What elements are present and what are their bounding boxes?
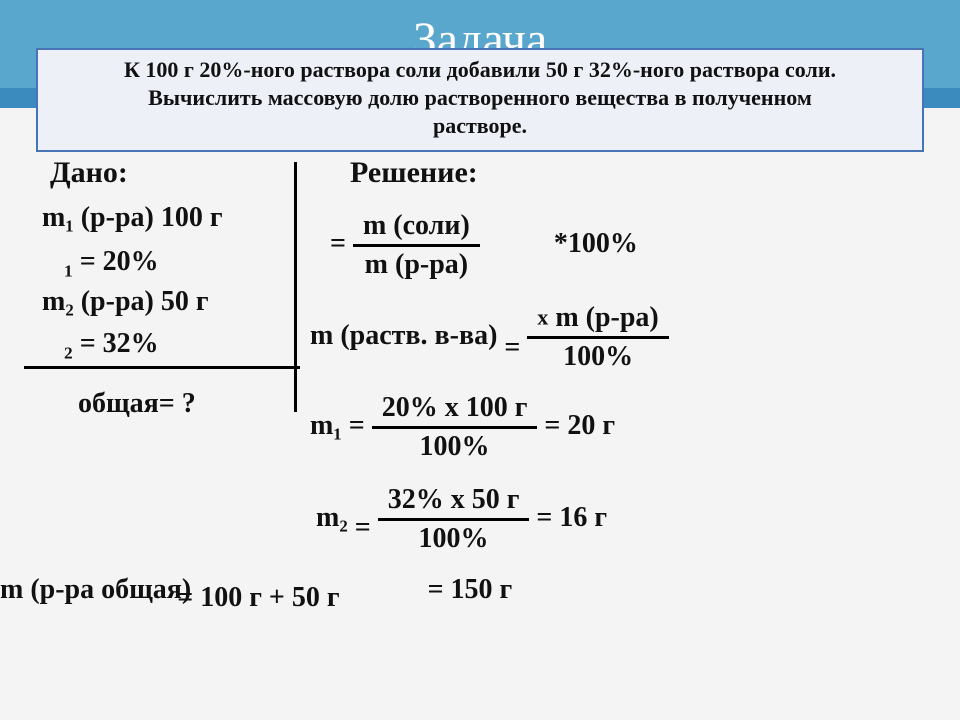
given-w1: 1 = 20% <box>64 246 159 282</box>
equation-total-mass: m (р-ра общая)= 100 г + 50 г = 150 г <box>0 576 512 604</box>
problem-line-2: Вычислить массовую долю растворенного ве… <box>56 84 904 112</box>
given-find: общая= ? <box>78 388 196 420</box>
problem-statement-box: К 100 г 20%-ного раствора соли добавили … <box>36 48 924 152</box>
problem-line-3: растворе. <box>56 112 904 140</box>
given-m2: m₂ (р-ра) 50 г <box>42 286 209 318</box>
fraction: m (соли) m (р-ра) <box>353 212 480 279</box>
divider-horizontal <box>24 366 300 369</box>
fraction: х m (р-ра) 100% <box>527 304 668 371</box>
solution-heading: Решение: <box>350 156 478 190</box>
fraction: 32% х 50 г 100% <box>378 486 530 553</box>
equation-omega-formula: = m (соли) m (р-ра) *100% <box>330 212 638 279</box>
equation-m1-calc: m₁ = 20% х 100 г 100% = 20 г <box>310 394 615 461</box>
equation-mass-formula: m (раств. в-ва) = х m (р-ра) 100% <box>310 304 669 371</box>
divider-vertical <box>294 162 297 412</box>
fraction: 20% х 100 г 100% <box>372 394 538 461</box>
given-m1: m₁ (р-ра) 100 г <box>42 202 223 234</box>
given-w2: 2 = 32% <box>64 328 159 364</box>
slide: Задача К 100 г 20%-ного раствора соли до… <box>0 0 960 720</box>
equation-m2-calc: m₂ = 32% х 50 г 100% = 16 г <box>316 486 607 553</box>
given-heading: Дано: <box>50 156 128 190</box>
problem-line-1: К 100 г 20%-ного раствора соли добавили … <box>56 56 904 84</box>
